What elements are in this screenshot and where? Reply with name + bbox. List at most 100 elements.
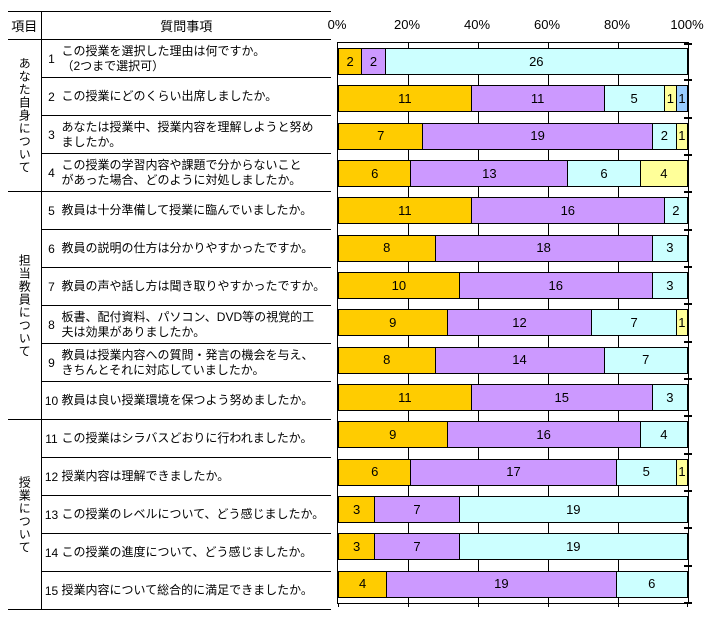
question-number: 2 <box>48 89 55 104</box>
question-number: 6 <box>48 241 55 256</box>
bar-row: 2 2 26 <box>338 43 688 80</box>
stacked-bar: 11 16 2 <box>338 197 688 225</box>
bar-segment: 13 <box>410 160 568 187</box>
segment-value-label: 26 <box>529 53 544 69</box>
bar-segment: 7 <box>603 346 688 374</box>
axis-tick-label: 0% <box>327 17 347 32</box>
segment-value-label: 10 <box>391 277 407 293</box>
bar-row: 3 7 19 <box>338 528 688 565</box>
bar-segment: 5 <box>603 85 664 113</box>
category-axis-tick <box>684 191 692 193</box>
question-cell: 10 教員は良い授業環境を保つよう努めましたか。 <box>41 381 331 420</box>
question-cell: 12 授業内容は理解できましたか。 <box>41 457 331 496</box>
segment-value-label: 13 <box>482 165 497 181</box>
segment-value-label: 18 <box>536 240 551 256</box>
question-number: 11 <box>45 431 58 446</box>
category-axis-tick <box>684 490 692 492</box>
question-number: 1 <box>48 51 55 66</box>
table-row: 2 この授業にどのくらい出席しましたか。 <box>8 77 331 116</box>
segment-value-label: 19 <box>566 501 581 517</box>
category-axis-tick <box>684 453 692 455</box>
bar-segment: 1 <box>675 309 688 337</box>
axis-tick-label: 100% <box>670 17 704 32</box>
bar-segment: 2 <box>663 197 688 225</box>
segment-value-label: 7 <box>642 352 650 368</box>
question-text: 授業内容について総合的に満足できましたか。 <box>61 583 313 597</box>
question-cell: 3 あなたは授業中、授業内容を理解しようと努め ましたか。 <box>41 115 331 154</box>
question-text: 教員は良い授業環境を保つよう努めましたか。 <box>61 393 314 407</box>
category-axis-tick <box>684 527 692 529</box>
stacked-bar: 8 14 7 <box>338 346 688 374</box>
category-axis-tick <box>684 341 692 343</box>
segment-value-label: 2 <box>660 128 668 144</box>
question-text: この授業の学習内容や課題で分からないこと があった場合、どのように対処しましたか。 <box>61 157 302 187</box>
axis-tick-label: 60% <box>533 17 561 32</box>
bar-segment: 8 <box>338 346 435 374</box>
bar-row: 10 16 3 <box>338 267 688 304</box>
segment-value-label: 1 <box>666 91 674 107</box>
segment-value-label: 8 <box>383 352 391 368</box>
segment-value-label: 7 <box>413 501 421 517</box>
bar-segment: 4 <box>639 421 688 449</box>
bar-segment: 2 <box>338 48 362 75</box>
value-axis: 0% 20% 40% 60% 80% 100% <box>0 17 715 32</box>
bar-row: 8 14 7 <box>338 342 688 379</box>
question-cell: 13 この授業のレベルについて、どう感じましたか。 <box>41 495 331 534</box>
bar-segment: 19 <box>458 533 688 561</box>
table-row: 14 この授業の進度について、どう感じましたか。 <box>8 533 331 572</box>
segment-value-label: 16 <box>536 427 551 443</box>
value-axis-tick <box>687 603 688 607</box>
group-label-cell: 担当教員について <box>8 191 42 420</box>
bar-segment: 18 <box>434 234 652 262</box>
segment-value-label: 8 <box>383 240 391 256</box>
segment-value-label: 12 <box>512 315 527 331</box>
question-text: この授業を選択した理由は何ですか。 （2つまで選択可） <box>61 43 266 73</box>
segment-value-label: 6 <box>371 165 379 181</box>
question-cell: 5 教員は十分準備して授業に臨んでいましたか。 <box>41 191 331 230</box>
bar-segment: 9 <box>338 421 447 449</box>
stacked-bar: 9 12 7 1 <box>338 309 688 337</box>
bar-segment: 14 <box>434 346 604 374</box>
bar-row: 9 16 4 <box>338 416 688 453</box>
bar-segment: 6 <box>567 160 640 187</box>
bar-segment: 3 <box>651 234 688 262</box>
bar-row: 6 17 5 1 <box>338 454 688 491</box>
bar-segment: 19 <box>422 122 652 150</box>
bar-segment: 12 <box>446 309 592 337</box>
stacked-bar: 2 2 26 <box>338 48 688 75</box>
bar-segment: 3 <box>651 272 688 299</box>
chart-plot-area: 2 2 26 11 11 5 1 1 7 19 2 1 6 13 6 4 11 16 2 8 18 3 10 16 3 9 12 7 1… <box>337 42 692 607</box>
bar-segment: 4 <box>338 570 387 598</box>
bar-segment: 4 <box>639 160 688 187</box>
bar-row: 8 18 3 <box>338 230 688 267</box>
bar-segment: 7 <box>374 496 459 523</box>
question-number: 3 <box>48 127 55 142</box>
question-cell: 6 教員の説明の仕方は分かりやすかったですか。 <box>41 229 331 268</box>
category-axis-tick <box>684 229 692 231</box>
question-number: 10 <box>44 393 59 408</box>
bar-segment: 3 <box>338 533 375 561</box>
question-number: 15 <box>44 583 59 598</box>
segment-value-label: 7 <box>630 315 638 331</box>
bar-segment: 1 <box>675 85 688 113</box>
bar-segment: 7 <box>338 122 423 150</box>
stacked-bar: 10 16 3 <box>338 272 688 299</box>
question-text: この授業にどのくらい出席しましたか。 <box>61 89 278 103</box>
bar-segment: 16 <box>446 421 640 449</box>
stacked-bar: 9 16 4 <box>338 421 688 449</box>
group-label-cell: あなた自身について <box>8 39 42 192</box>
bar-segment: 16 <box>470 197 664 225</box>
axis-tick-label: 80% <box>603 17 631 32</box>
group-label: あなた自身について <box>17 57 32 174</box>
question-text: この授業の進度について、どう感じましたか。 <box>61 545 313 559</box>
category-axis-tick <box>684 303 692 305</box>
bar-segment: 5 <box>615 458 676 486</box>
bar-row: 11 15 3 <box>338 379 688 416</box>
segment-value-label: 19 <box>494 576 509 592</box>
category-axis-tick <box>684 378 692 380</box>
segment-value-label: 3 <box>666 277 674 293</box>
question-table-body: 項目 質問事項 あなた自身について 1 この授業を選択した理由は何ですか。 （2つまで… <box>8 11 331 610</box>
segment-value-label: 2 <box>672 203 680 219</box>
stacked-bar: 7 19 2 1 <box>338 122 688 150</box>
